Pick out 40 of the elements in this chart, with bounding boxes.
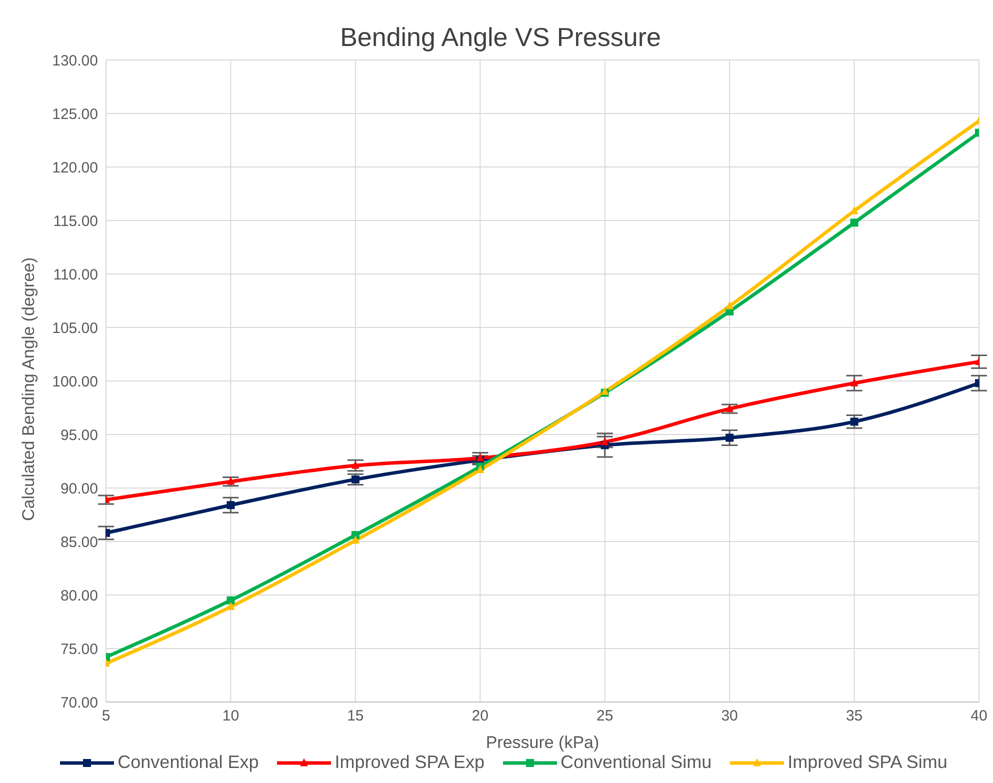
point [226, 596, 235, 604]
y-tick-label: 70.00 [60, 694, 98, 712]
y-tick-label: 100.00 [52, 373, 98, 390]
legend-label: Improved SPA Exp [334, 752, 484, 773]
legend-label: Conventional Exp [118, 752, 259, 773]
point [476, 453, 484, 462]
x-tick-label: 40 [970, 708, 988, 725]
y-tick-label: 125.00 [52, 106, 98, 123]
point [226, 501, 235, 510]
y-tick-label: 130.00 [52, 52, 98, 70]
legend-label: Improved SPA Simu [788, 752, 948, 773]
y-tick-label: 90.00 [60, 480, 98, 498]
y-axis-title: Calculated Bending Angle (degree) [19, 257, 38, 521]
point [726, 404, 734, 412]
y-tick-label: 105.00 [52, 320, 98, 337]
x-axis-title: Pressure (kPa) [486, 733, 600, 752]
x-tick-label: 35 [846, 708, 863, 725]
y-tick-label: 120.00 [52, 159, 98, 176]
point [850, 378, 858, 386]
y-tick-label: 85.00 [60, 534, 98, 551]
y-tick-label: 110.00 [53, 266, 98, 284]
x-tick-label: 30 [721, 708, 738, 725]
x-tick-label: 5 [102, 708, 110, 725]
y-tick-label: 80.00 [60, 587, 98, 604]
legend-label: Conventional Simu [560, 752, 712, 773]
x-tick-label: 20 [472, 708, 488, 725]
point [476, 465, 484, 474]
point [351, 531, 360, 540]
point [850, 418, 858, 426]
y-tick-label: 75.00 [60, 640, 98, 658]
point [226, 476, 235, 485]
point [850, 218, 858, 227]
chart-title: Bending Angle VS Pressure [339, 22, 662, 53]
x-tick-label: 25 [596, 708, 614, 725]
y-tick-label: 95.00 [60, 426, 98, 444]
point [726, 301, 734, 310]
x-tick-label: 10 [222, 708, 240, 725]
y-tick-label: 115.00 [53, 212, 98, 230]
x-tick-label: 15 [347, 708, 364, 725]
point [726, 434, 734, 442]
